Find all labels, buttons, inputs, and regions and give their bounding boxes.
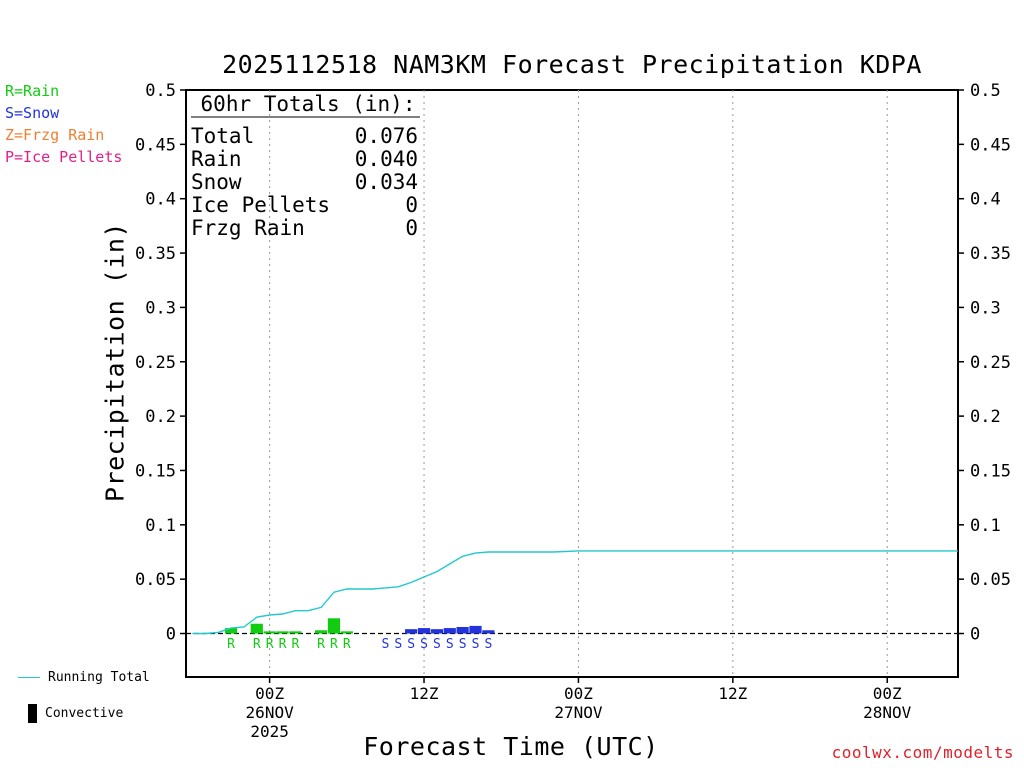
convective-bar-icon bbox=[28, 704, 37, 723]
type-key-item: Z=Frzg Rain bbox=[5, 126, 105, 144]
plot-frame bbox=[185, 89, 959, 678]
totals-heading: 60hr Totals (in): bbox=[201, 92, 416, 116]
x-tick-label: 27NOV bbox=[554, 703, 603, 722]
precip-type-label: S bbox=[420, 637, 428, 652]
totals-row-label: Ice Pellets bbox=[191, 193, 330, 217]
y-axis-label: Precipitation (in) bbox=[100, 222, 130, 502]
totals-row-label: Total bbox=[191, 124, 254, 148]
legend-running-total-label: Running Total bbox=[48, 670, 150, 685]
x-tick-label: 28NOV bbox=[863, 703, 912, 722]
x-axis-label: Forecast Time (UTC) bbox=[363, 732, 659, 761]
y-tick-label-right: 0.35 bbox=[970, 244, 1011, 264]
x-tick-label: 2025 bbox=[250, 722, 289, 741]
precip-type-label: S bbox=[394, 637, 402, 652]
y-tick-label-left: 0.25 bbox=[135, 353, 176, 373]
snow-bar bbox=[482, 630, 495, 634]
y-tick-label-right: 0.4 bbox=[970, 190, 1001, 210]
y-tick-label-left: 0 bbox=[166, 625, 176, 645]
precip-type-label: S bbox=[407, 637, 415, 652]
rain-bar bbox=[314, 630, 328, 634]
y-tick-label-left: 0.45 bbox=[135, 135, 176, 155]
precip-type-label: S bbox=[472, 637, 480, 652]
precip-type-label: S bbox=[484, 637, 492, 652]
x-tick-label: 26NOV bbox=[246, 703, 295, 722]
rain-bar bbox=[263, 631, 276, 634]
y-tick-label-right: 0.3 bbox=[970, 298, 1001, 318]
snow-bar bbox=[443, 628, 456, 634]
type-key-item: S=Snow bbox=[5, 104, 60, 122]
rain-bar bbox=[276, 631, 289, 634]
y-tick-label-left: 0.2 bbox=[145, 407, 176, 427]
precip-type-label: S bbox=[433, 637, 441, 652]
precip-type-label: R bbox=[279, 637, 287, 652]
y-tick-label-left: 0.1 bbox=[145, 516, 176, 536]
y-tick-label-right: 0.1 bbox=[970, 516, 1001, 536]
running-total-line bbox=[192, 550, 958, 635]
totals-row-value: 0.040 bbox=[355, 147, 418, 171]
precip-type-label: R bbox=[253, 637, 261, 652]
totals-row-label: Frzg Rain bbox=[191, 216, 305, 240]
rain-bar bbox=[327, 618, 341, 634]
precip-type-label: R bbox=[343, 637, 351, 652]
x-tick-label: 00Z bbox=[255, 684, 284, 703]
type-key-item: P=Ice Pellets bbox=[5, 148, 123, 166]
precip-type-label: S bbox=[382, 637, 390, 652]
precip-type-label: R bbox=[291, 637, 299, 652]
totals-row-label: Rain bbox=[191, 147, 242, 171]
totals-row-value: 0.076 bbox=[355, 124, 418, 148]
precip-type-label: R bbox=[227, 637, 235, 652]
credit-link[interactable]: coolwx.com/modelts bbox=[831, 743, 1014, 762]
snow-bar bbox=[417, 628, 431, 634]
precip-type-label: R bbox=[266, 637, 274, 652]
snow-bar bbox=[456, 626, 469, 634]
type-key-item: R=Rain bbox=[5, 82, 60, 100]
totals-row-value: 0.034 bbox=[355, 170, 418, 194]
snow-bar bbox=[469, 625, 482, 634]
rain-bar bbox=[250, 623, 263, 634]
rain-bar bbox=[289, 631, 302, 634]
legend-convective-label: Convective bbox=[45, 706, 124, 721]
y-tick-label-left: 0.3 bbox=[145, 298, 176, 318]
rain-bar bbox=[340, 631, 353, 634]
legend-running-total: Running Total bbox=[10, 670, 150, 685]
chart-title: 2025112518 NAM3KM Forecast Precipitation… bbox=[222, 50, 922, 79]
y-tick-label-right: 0.05 bbox=[970, 570, 1011, 590]
precip-type-label: S bbox=[459, 637, 467, 652]
y-tick-label-right: 0.5 bbox=[970, 81, 1001, 101]
y-tick-label-right: 0 bbox=[970, 625, 980, 645]
running-total-line-icon bbox=[18, 677, 40, 678]
y-tick-label-left: 0.4 bbox=[145, 190, 176, 210]
y-tick-label-left: 0.5 bbox=[145, 81, 176, 101]
snow-bar bbox=[405, 629, 418, 634]
y-tick-label-left: 0.35 bbox=[135, 244, 176, 264]
x-tick-label: 12Z bbox=[718, 684, 747, 703]
y-tick-label-right: 0.25 bbox=[970, 353, 1011, 373]
totals-row-value: 0 bbox=[405, 216, 418, 240]
precip-type-label: S bbox=[446, 637, 454, 652]
legend-convective: Convective bbox=[10, 704, 123, 723]
y-tick-label-right: 0.15 bbox=[970, 461, 1011, 481]
y-tick-label-right: 0.45 bbox=[970, 135, 1011, 155]
x-tick-label: 00Z bbox=[873, 684, 902, 703]
y-tick-label-left: 0.05 bbox=[135, 570, 176, 590]
x-tick-label: 12Z bbox=[410, 684, 439, 703]
totals-row-label: Snow bbox=[191, 170, 242, 194]
snow-bar bbox=[430, 629, 444, 634]
y-tick-label-right: 0.2 bbox=[970, 407, 1001, 427]
x-tick-label: 00Z bbox=[564, 684, 593, 703]
y-tick-label-left: 0.15 bbox=[135, 461, 176, 481]
rain-bar bbox=[224, 628, 238, 634]
precip-type-label: R bbox=[330, 637, 338, 652]
precip-type-label: R bbox=[317, 637, 325, 652]
totals-row-value: 0 bbox=[405, 193, 418, 217]
